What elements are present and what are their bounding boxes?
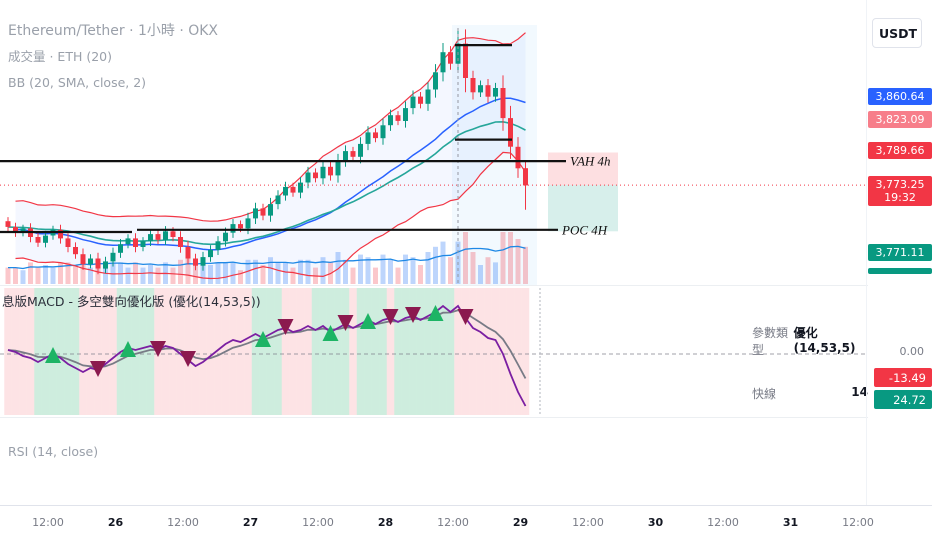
sell-signal-triangle: [457, 309, 474, 325]
macd-param-label: 快線: [752, 387, 777, 401]
time-axis-label: 27: [242, 516, 259, 529]
time-axis-label: 26: [107, 516, 124, 529]
price-label-partial: [868, 268, 932, 274]
macd-value-label: -13.49: [874, 368, 932, 387]
macd-parameters: 參數類型 優化(14,53,5) 快線 14: [752, 324, 868, 429]
sell-signal-triangle: [90, 361, 106, 377]
sell-signal-triangle: [150, 341, 166, 357]
sell-signal-triangle: [405, 307, 421, 323]
price-scale[interactable]: 3,860.64 3,823.09 3,789.66 3,773.25 19:32 3,7…: [868, 0, 932, 505]
symbol-legend[interactable]: Ethereum/Tether · 1小時 · OKX: [8, 23, 219, 39]
time-axis-label: 12:00: [842, 516, 874, 529]
time-axis-label: 12:00: [707, 516, 739, 529]
time-axis-label: 29: [512, 516, 529, 529]
rsi-indicator-legend[interactable]: RSI (14, close): [8, 444, 99, 459]
buy-signal-triangle: [360, 313, 376, 329]
price-label: 3,860.64: [868, 88, 932, 105]
price-label: 3,823.09: [868, 111, 932, 128]
currency-toggle-button[interactable]: USDT: [872, 18, 922, 48]
macd-param-value: 14: [851, 385, 868, 399]
macd-zero-value: 0.00: [899, 345, 925, 358]
buy-signal-triangle: [255, 331, 271, 347]
buy-signal-triangle: [322, 325, 339, 341]
time-axis-label: 31: [782, 516, 799, 529]
macd-param-label: 參數類型: [752, 326, 789, 357]
time-axis-label: 12:00: [32, 516, 64, 529]
sell-signal-triangle: [382, 309, 399, 325]
sell-signal-triangle: [277, 319, 294, 335]
macd-value-label: 24.72: [874, 390, 932, 409]
macd-param-row: 快線 14: [752, 385, 868, 402]
chart-legend: Ethereum/Tether · 1小時 · OKX 成交量 · ETH (2…: [8, 18, 218, 96]
buy-signal-triangle: [120, 341, 136, 357]
price-pane[interactable]: VAH 4h POC 4H: [0, 25, 866, 285]
buy-signal-triangle: [45, 347, 61, 363]
time-axis-label: 12:00: [572, 516, 604, 529]
macd-indicator-legend[interactable]: 息版MACD - 多空雙向優化版 (優化(14,53,5)): [2, 294, 261, 309]
main-chart-canvas[interactable]: VAH 4h POC 4H: [0, 0, 868, 505]
price-label: 3,789.66: [868, 142, 932, 159]
sell-signal-triangle: [180, 351, 196, 367]
macd-pane[interactable]: [0, 288, 866, 415]
svg-text:VAH 4h: VAH 4h: [570, 154, 611, 169]
price-label: 3,773.25 19:32: [868, 176, 932, 206]
time-axis-label: 12:00: [437, 516, 469, 529]
time-axis-label: 28: [377, 516, 394, 529]
time-axis-label: 30: [647, 516, 664, 529]
pane-divider: [0, 285, 868, 286]
macd-param-value: 優化(14,53,5): [793, 326, 856, 355]
volume-indicator-legend[interactable]: 成交量 · ETH (20): [8, 49, 112, 64]
svg-text:POC 4H: POC 4H: [561, 222, 608, 237]
macd-param-row: 參數類型 優化(14,53,5): [752, 324, 868, 358]
sell-signal-triangle: [337, 315, 354, 331]
bb-indicator-legend[interactable]: BB (20, SMA, close, 2): [8, 75, 147, 90]
price-scale-divider: [866, 0, 867, 505]
time-axis-label: 12:00: [302, 516, 334, 529]
time-axis[interactable]: 12:00 26 12:00 27 12:00 28 12:00 29 12:00 30 12:00…: [0, 505, 932, 550]
price-label: 3,771.11: [868, 244, 932, 261]
buy-signal-triangle: [427, 305, 444, 321]
pane-divider: [0, 417, 868, 418]
time-axis-label: 12:00: [167, 516, 199, 529]
